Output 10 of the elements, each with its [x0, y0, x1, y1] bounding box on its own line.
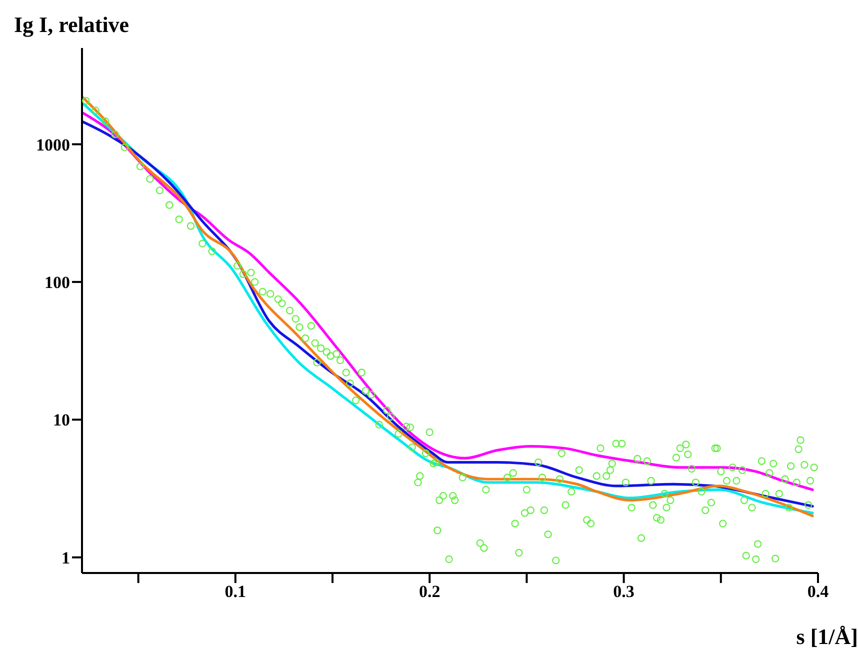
x-axis-title: s [1/Å]	[796, 624, 858, 650]
y-tick-label: 10	[53, 410, 70, 430]
y-tick-label: 1000	[36, 135, 70, 154]
x-tick-label: 0.3	[613, 582, 634, 602]
y-tick-label: 100	[44, 272, 70, 292]
x-tick-label: 0.4	[807, 582, 830, 602]
y-tick-label: 1	[62, 548, 70, 568]
x-tick-label: 0.1	[224, 582, 246, 602]
y-axis-title: Ig I, relative	[14, 12, 130, 38]
x-tick-label: 0.2	[418, 582, 440, 602]
